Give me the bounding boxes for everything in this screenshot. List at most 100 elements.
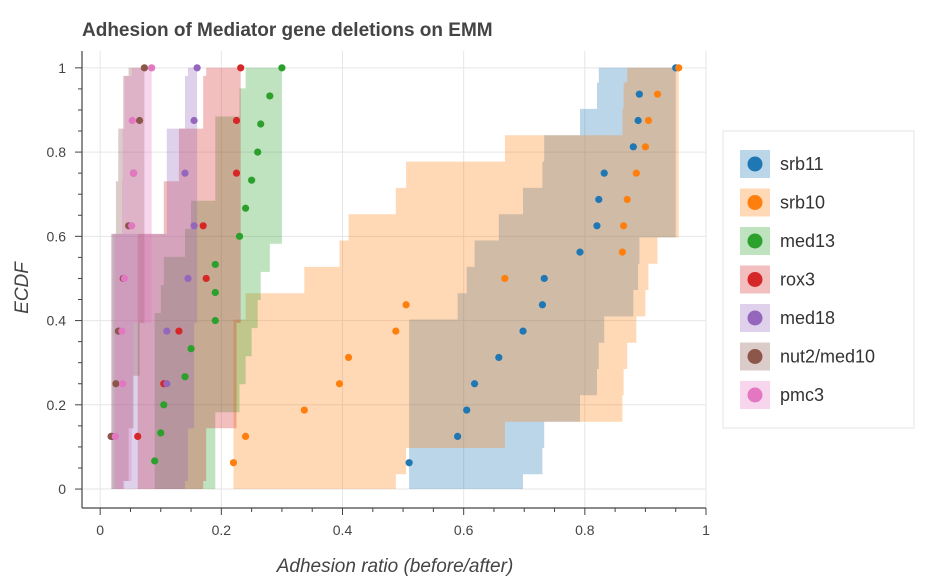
data-point-srb10 (300, 406, 308, 414)
data-point-med13 (160, 401, 168, 409)
data-point-nut2-med10 (135, 116, 144, 125)
x-tick-label: 1 (702, 522, 710, 538)
data-point-srb11 (495, 353, 503, 362)
data-point-rox3 (175, 327, 183, 335)
data-point-srb10 (641, 143, 650, 151)
data-point-rox3 (232, 116, 241, 125)
data-point-srb11 (593, 222, 601, 230)
x-tick-label: 0.8 (575, 522, 595, 538)
data-point-med13 (235, 232, 244, 240)
legend-label: pmc3 (780, 385, 824, 405)
data-point-pmc3 (118, 380, 127, 388)
data-point-med18 (184, 274, 192, 283)
data-point-med13 (241, 204, 250, 212)
data-point-med13 (187, 345, 195, 353)
y-tick-label: 1 (58, 60, 66, 76)
legend-marker (747, 387, 763, 403)
data-point-med13 (254, 148, 262, 156)
legend-marker (747, 195, 763, 210)
data-point-srb10 (644, 116, 653, 125)
data-point-med13 (157, 429, 165, 437)
data-point-med13 (151, 457, 159, 465)
y-tick-label: 0.8 (47, 144, 67, 160)
data-point-med18 (190, 222, 198, 230)
x-axis-label: Adhesion ratio (before/after) (276, 556, 514, 577)
data-point-pmc3 (128, 116, 136, 125)
data-point-srb11 (538, 301, 547, 309)
data-point-pmc3 (128, 222, 136, 230)
data-point-srb10 (623, 195, 631, 204)
y-tick-label: 0.2 (47, 397, 67, 413)
data-point-rox3 (202, 274, 210, 283)
data-point-rox3 (134, 432, 142, 440)
data-point-rox3 (199, 222, 207, 230)
legend: srb11 srb10 med13 rox3 med18 nut2/med10 pmc3 (722, 130, 915, 429)
data-point-srb11 (600, 169, 608, 177)
confidence-band-med18 (112, 67, 198, 490)
confidence-band-med13 (154, 67, 282, 490)
legend-marker (747, 349, 763, 364)
data-point-srb10 (632, 169, 640, 177)
data-point-pmc3 (129, 169, 138, 177)
data-point-med13 (211, 316, 219, 325)
data-point-srb10 (675, 64, 683, 72)
data-point-srb10 (501, 274, 509, 283)
data-point-srb10 (392, 327, 400, 335)
data-point-srb10 (344, 353, 353, 362)
confidence-band-srb10 (233, 67, 679, 490)
x-tick-label: 0 (96, 522, 104, 538)
data-point-med18 (181, 169, 189, 177)
legend-marker (747, 156, 763, 172)
y-axis-label: ECDF (12, 261, 33, 314)
data-point-med13 (257, 120, 265, 128)
data-point-pmc3 (148, 64, 156, 72)
legend-label: srb11 (780, 154, 824, 174)
data-point-med18 (163, 380, 171, 388)
data-point-med13 (211, 260, 219, 269)
data-point-srb10 (620, 222, 628, 230)
data-point-med13 (266, 92, 274, 100)
y-tick-label: 0 (58, 481, 66, 497)
data-point-rox3 (232, 169, 241, 177)
data-point-nut2-med10 (140, 64, 148, 72)
y-tick-label: 0.6 (47, 228, 67, 244)
data-point-srb10 (653, 90, 662, 98)
data-point-srb11 (595, 195, 603, 204)
data-point-pmc3 (111, 432, 119, 440)
data-point-srb11 (519, 327, 527, 335)
data-point-med18 (193, 64, 201, 72)
data-point-srb10 (229, 459, 238, 467)
y-tick-label: 0.4 (47, 313, 67, 329)
legend-label: med18 (780, 308, 835, 328)
x-tick-label: 0.2 (212, 522, 232, 538)
data-point-srb11 (405, 459, 413, 467)
legend-marker (747, 272, 763, 287)
data-point-srb10 (241, 432, 250, 440)
data-point-srb11 (635, 90, 643, 98)
data-point-med13 (181, 373, 189, 381)
plot-area: 0 0.2 0.4 0.6 0.8 1 0 0.2 0.4 0.6 0.8 1 (47, 51, 710, 538)
legend-label: nut2/med10 (780, 347, 875, 367)
data-point-med18 (190, 116, 198, 125)
data-point-med18 (163, 327, 171, 335)
data-point-srb11 (463, 406, 471, 414)
data-point-srb11 (576, 248, 584, 256)
legend-label: rox3 (780, 270, 815, 290)
data-point-srb10 (402, 301, 410, 309)
data-point-srb11 (634, 116, 642, 125)
data-point-med13 (278, 64, 286, 72)
legend-label: srb10 (780, 193, 825, 213)
legend-label: med13 (780, 231, 835, 251)
data-point-srb11 (540, 274, 548, 283)
data-point-rox3 (237, 64, 245, 72)
data-points (107, 64, 683, 467)
legend-marker (747, 310, 763, 326)
data-point-med13 (248, 176, 256, 184)
x-tick-label: 0.4 (333, 522, 353, 538)
legend-marker (747, 233, 763, 249)
data-point-pmc3 (120, 274, 129, 283)
x-tick-label: 0.6 (454, 522, 474, 538)
data-point-srb11 (454, 432, 462, 440)
data-point-pmc3 (118, 327, 126, 335)
